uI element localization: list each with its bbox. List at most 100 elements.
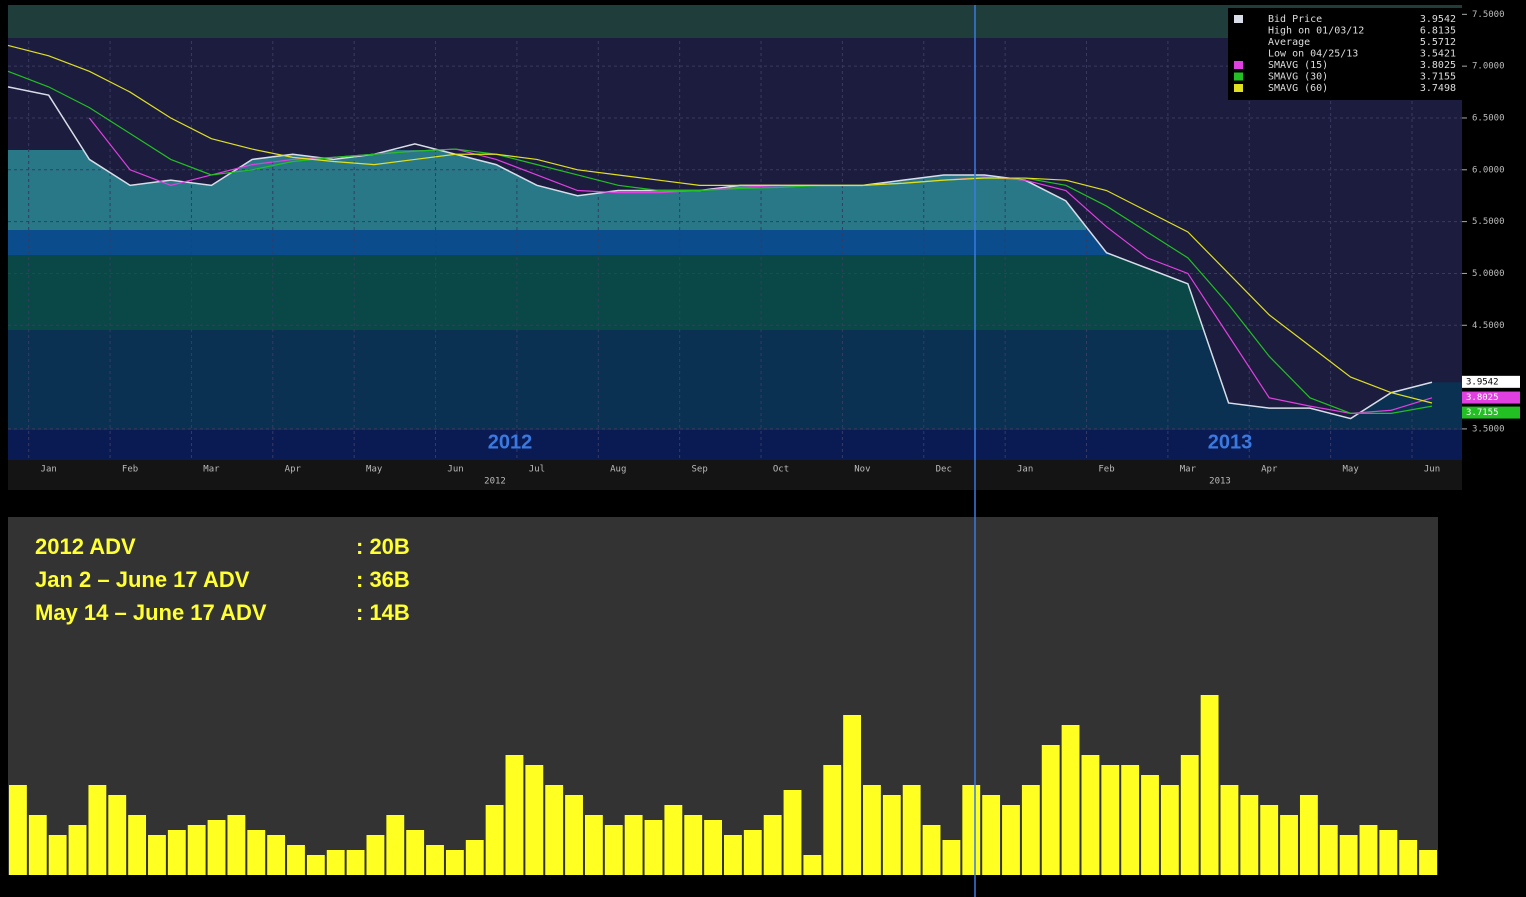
volume-bar <box>1379 830 1398 875</box>
x-tick-label: Mar <box>203 465 220 475</box>
x-tick-label: Aug <box>610 465 626 475</box>
stat-label: Jan 2 – June 17 ADV <box>35 567 250 592</box>
top-band <box>8 5 1462 38</box>
legend-label: Average <box>1268 37 1310 48</box>
volume-bar <box>525 765 544 875</box>
series-line <box>7 44 1433 404</box>
volume-bar <box>604 825 623 875</box>
x-tick-label: Feb <box>1098 465 1114 475</box>
legend-label: SMAVG (30) <box>1268 72 1328 83</box>
volume-bar <box>445 850 464 875</box>
volume-bar <box>1359 825 1378 875</box>
volume-bar <box>128 815 147 875</box>
series-line <box>88 117 1433 414</box>
volume-bar <box>1160 785 1179 875</box>
volume-bar <box>406 830 425 875</box>
volume-bar <box>1002 805 1020 875</box>
volume-bar <box>882 795 901 875</box>
legend-swatch <box>1234 38 1243 46</box>
x-tick-label: Sep <box>692 465 708 475</box>
volume-bar <box>565 795 583 875</box>
volume-bar <box>843 715 862 875</box>
volume-bar <box>386 815 405 875</box>
volume-bar <box>1319 825 1338 875</box>
year-overlay: 2013 <box>1208 431 1253 453</box>
volume-bar <box>1419 850 1437 875</box>
legend-label: SMAVG (15) <box>1268 60 1328 71</box>
legend-value: 6.8135 <box>1420 26 1456 37</box>
volume-bar <box>1220 785 1239 875</box>
x-tick-label: Jul <box>529 465 545 475</box>
y-tick-label: 7.5000 <box>1472 10 1505 20</box>
volume-bar <box>108 795 127 875</box>
volume-bar <box>783 790 802 875</box>
volume-bar <box>545 785 564 875</box>
x-tick-label: Mar <box>1180 465 1197 475</box>
volume-bar <box>724 835 742 875</box>
volume-layer: 2012 ADV: 20B Jan 2 – June 17 ADV: 36B May… <box>9 534 1437 875</box>
legend-label: Bid Price <box>1268 14 1322 25</box>
volume-bar <box>505 755 524 875</box>
price-tag-label: 3.7155 <box>1466 408 1499 418</box>
volume-bar <box>88 785 107 875</box>
stat-label: May 14 – June 17 ADV <box>35 600 267 625</box>
volume-bar <box>1141 775 1159 875</box>
band <box>8 430 1462 460</box>
x-tick-label: Jun <box>447 465 463 475</box>
legend-swatch <box>1234 15 1243 23</box>
x-tick-label: Nov <box>854 465 870 475</box>
volume-bar <box>465 840 484 875</box>
legend-label: High on 01/03/12 <box>1268 26 1364 37</box>
volume-bar <box>664 805 683 875</box>
x-tick-label: May <box>1342 465 1359 475</box>
y-tick-label: 4.5000 <box>1472 321 1505 331</box>
x-tick-label: Dec <box>936 465 952 475</box>
volume-bar <box>326 850 345 875</box>
stat-value: : 14B <box>356 600 410 625</box>
volume-bar <box>1339 835 1358 875</box>
volume-bar <box>982 795 1001 875</box>
price-tag <box>1462 391 1520 404</box>
legend-value: 3.8025 <box>1420 60 1456 71</box>
y-tick-label: 5.0000 <box>1472 269 1505 279</box>
legend-swatch <box>1234 72 1243 81</box>
x-tick-label: Jan <box>1017 465 1033 475</box>
volume-bar <box>644 820 663 875</box>
volume-panel <box>8 517 1438 875</box>
volume-bar <box>863 785 881 875</box>
volume-bar <box>1180 755 1199 875</box>
volume-bar <box>1021 785 1040 875</box>
volume-bar <box>624 815 643 875</box>
volume-bar <box>247 830 266 875</box>
legend-value: 3.7498 <box>1420 83 1456 94</box>
y-tick-label: 3.5000 <box>1472 424 1505 434</box>
volume-bar <box>267 835 286 875</box>
volume-bar <box>167 830 186 875</box>
volume-bar <box>704 820 722 875</box>
legend-label: Low on 04/25/13 <box>1268 49 1358 60</box>
stat-label: 2012 ADV <box>35 534 136 559</box>
volume-bar <box>346 850 365 875</box>
volume-bar <box>1041 745 1060 875</box>
volume-bar <box>1081 755 1100 875</box>
legend-swatch <box>1234 26 1243 35</box>
volume-bar <box>485 805 504 875</box>
year-label: 2013 <box>1209 477 1231 487</box>
volume-bar <box>287 845 305 875</box>
overlay-layer: 3.5000 4.5000 5.0000 5.5000 6.0000 6.5000 7.00… <box>41 10 1520 487</box>
volume-bar <box>684 815 703 875</box>
volume-bar <box>366 835 385 875</box>
stat-value: : 20B <box>356 534 410 559</box>
price-tag <box>1462 375 1520 388</box>
volume-bar <box>1061 725 1080 875</box>
x-tick-label: Feb <box>122 465 138 475</box>
legend-box <box>1228 8 1462 100</box>
series-line <box>7 70 1433 414</box>
volume-bar <box>1280 815 1298 875</box>
price-tag <box>1462 406 1520 419</box>
volume-bar <box>28 815 47 875</box>
price-layer <box>7 5 1462 460</box>
volume-bar <box>227 815 246 875</box>
y-tick-label: 6.0000 <box>1472 165 1505 175</box>
